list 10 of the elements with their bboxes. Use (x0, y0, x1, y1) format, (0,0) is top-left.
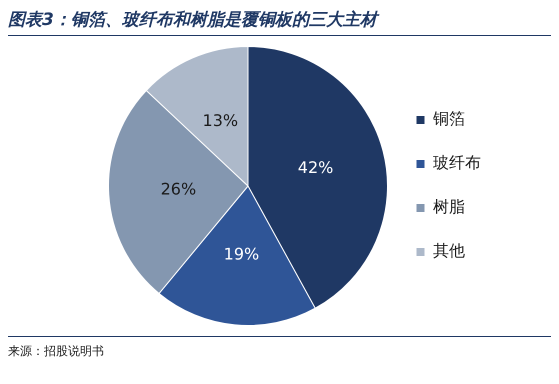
data-label: 42% (298, 158, 334, 177)
legend-label: 玻纤布 (433, 153, 481, 172)
data-label: 26% (160, 180, 196, 199)
legend-label: 铜箔 (432, 109, 465, 128)
source-note: 来源：招股说明书 (8, 343, 105, 360)
data-label: 19% (224, 244, 260, 264)
data-label: 13% (202, 111, 238, 130)
chart-title: 图表3：铜箔、玻纤布和树脂是覆铜板的三大主材 (8, 8, 551, 36)
legend-label: 树脂 (433, 197, 465, 216)
legend-label: 其他 (433, 241, 465, 260)
